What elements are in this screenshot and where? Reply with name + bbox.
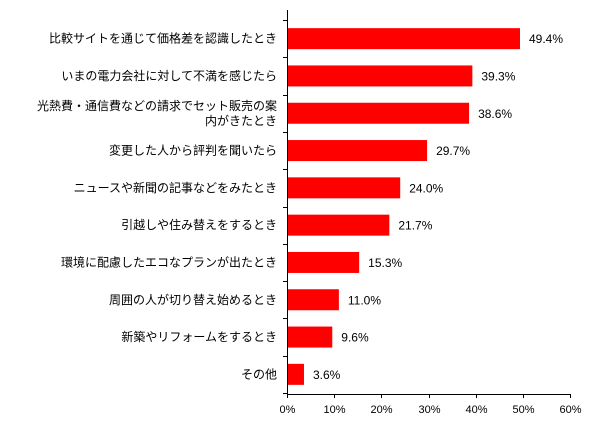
bar — [287, 140, 428, 162]
category-label: ニュースや新聞の記事などをみたとき — [74, 180, 277, 195]
category-label: 環境に配慮したエコなプランが出たとき — [61, 254, 277, 269]
value-labels-group: 49.4% 39.3% 38.6% 29.7% 24.0% 21.7% 15.3% 11.0%… — [313, 32, 563, 382]
category-label: 周囲の人が切り替え始めるとき — [109, 292, 277, 307]
category-label: その他 — [241, 367, 277, 381]
category-label: 引越しや住み替えをするとき — [121, 218, 277, 232]
value-label: 49.4% — [529, 32, 563, 46]
bar — [287, 28, 521, 50]
value-label: 29.7% — [436, 144, 470, 158]
bar — [287, 214, 390, 236]
category-label: 光熱費・通信費などの請求でセット販売の案内がきたとき — [37, 98, 277, 128]
bar — [287, 102, 470, 124]
x-tick-label: 0% — [280, 404, 296, 416]
bars-group — [287, 28, 521, 385]
x-tick-label: 10% — [323, 404, 345, 416]
x-tick-label: 30% — [418, 404, 440, 416]
bar — [287, 177, 401, 199]
value-label: 15.3% — [368, 256, 402, 270]
value-label: 21.7% — [398, 219, 432, 233]
bar — [287, 289, 339, 311]
category-labels-group: 比較サイトを通じて価格差を認識したときいまの電力会社に対して不満を感じたら光熱費… — [37, 31, 277, 382]
x-tick-label: 20% — [370, 404, 392, 416]
value-label: 11.0% — [348, 293, 381, 307]
value-label: 3.6% — [313, 368, 341, 382]
value-label: 39.3% — [481, 69, 515, 83]
category-label: いまの電力会社に対して不満を感じたら — [61, 68, 277, 83]
axes-group: 0% 10% 20% 30% 40% 50% 60% — [280, 10, 582, 416]
bar — [287, 363, 304, 385]
bar — [287, 65, 473, 87]
x-tick-label: 40% — [465, 404, 487, 416]
value-label: 9.6% — [341, 331, 369, 345]
value-label: 38.6% — [478, 107, 512, 121]
category-label: 比較サイトを通じて価格差を認識したとき — [49, 31, 277, 46]
bar — [287, 326, 333, 348]
category-label: 新築やリフォームをするとき — [121, 329, 277, 344]
category-label: 変更した人から評判を聞いたら — [109, 143, 277, 158]
bar — [287, 251, 360, 273]
value-label: 24.0% — [409, 181, 443, 195]
x-tick-label: 50% — [512, 404, 534, 416]
x-tick-label: 60% — [559, 404, 581, 416]
